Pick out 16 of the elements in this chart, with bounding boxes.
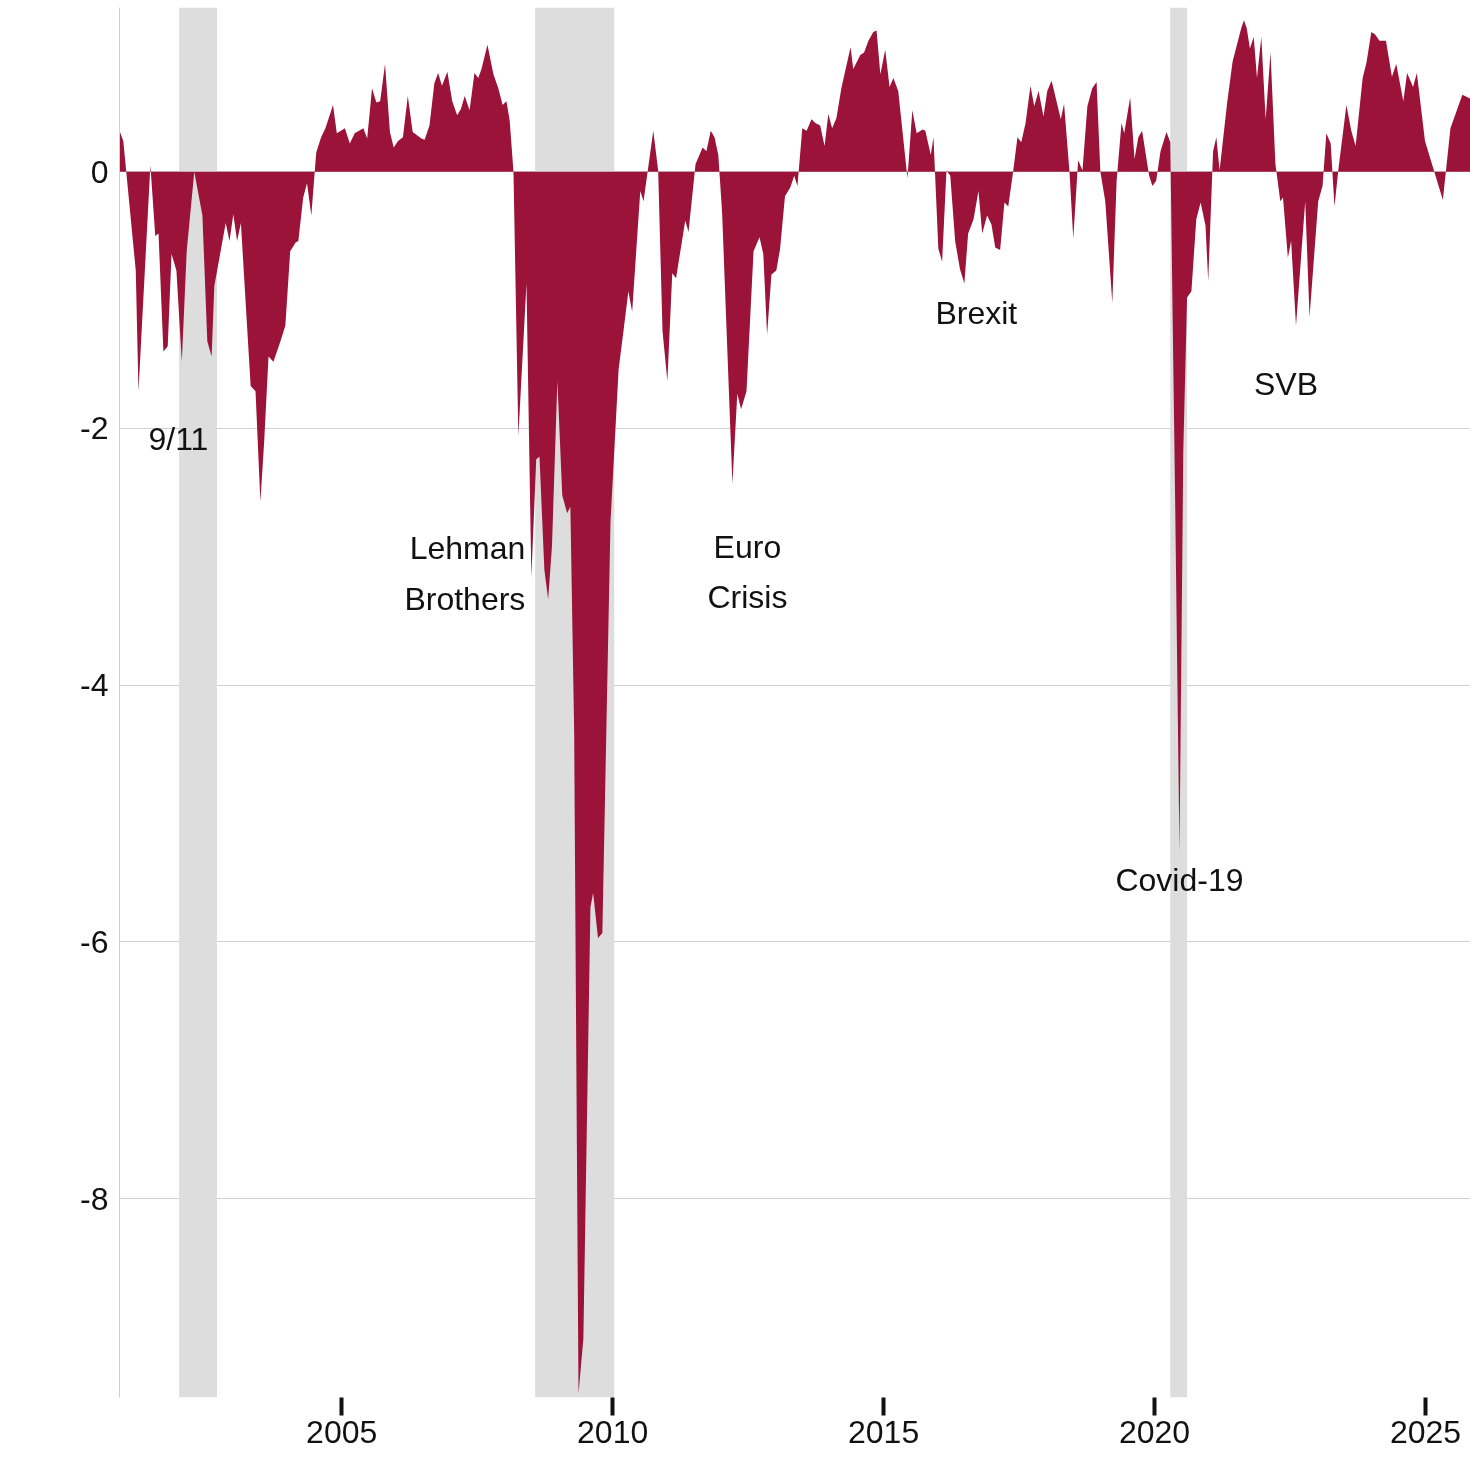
x-tick-label: 2005 <box>306 1413 378 1450</box>
y-tick-label: -6 <box>80 923 109 960</box>
y-tick-label: -2 <box>80 410 109 447</box>
annotation: Brexit <box>935 295 1018 332</box>
x-tick-label: 2010 <box>577 1413 649 1450</box>
annotation: SVB <box>1253 365 1319 402</box>
annotation: Euro Crisis <box>707 528 788 616</box>
x-tick-label: 2015 <box>848 1413 920 1450</box>
annotation: 9/11 <box>148 421 209 458</box>
annotation: Covid-19 <box>1115 862 1244 899</box>
y-tick-label: -4 <box>80 667 109 704</box>
y-tick-label: -8 <box>80 1180 109 1217</box>
x-tick-label: 2020 <box>1118 1413 1191 1450</box>
x-tick-label: 2025 <box>1389 1413 1462 1450</box>
annotation: Lehman Brothers <box>404 530 526 617</box>
y-tick-label: 0 <box>90 153 109 190</box>
